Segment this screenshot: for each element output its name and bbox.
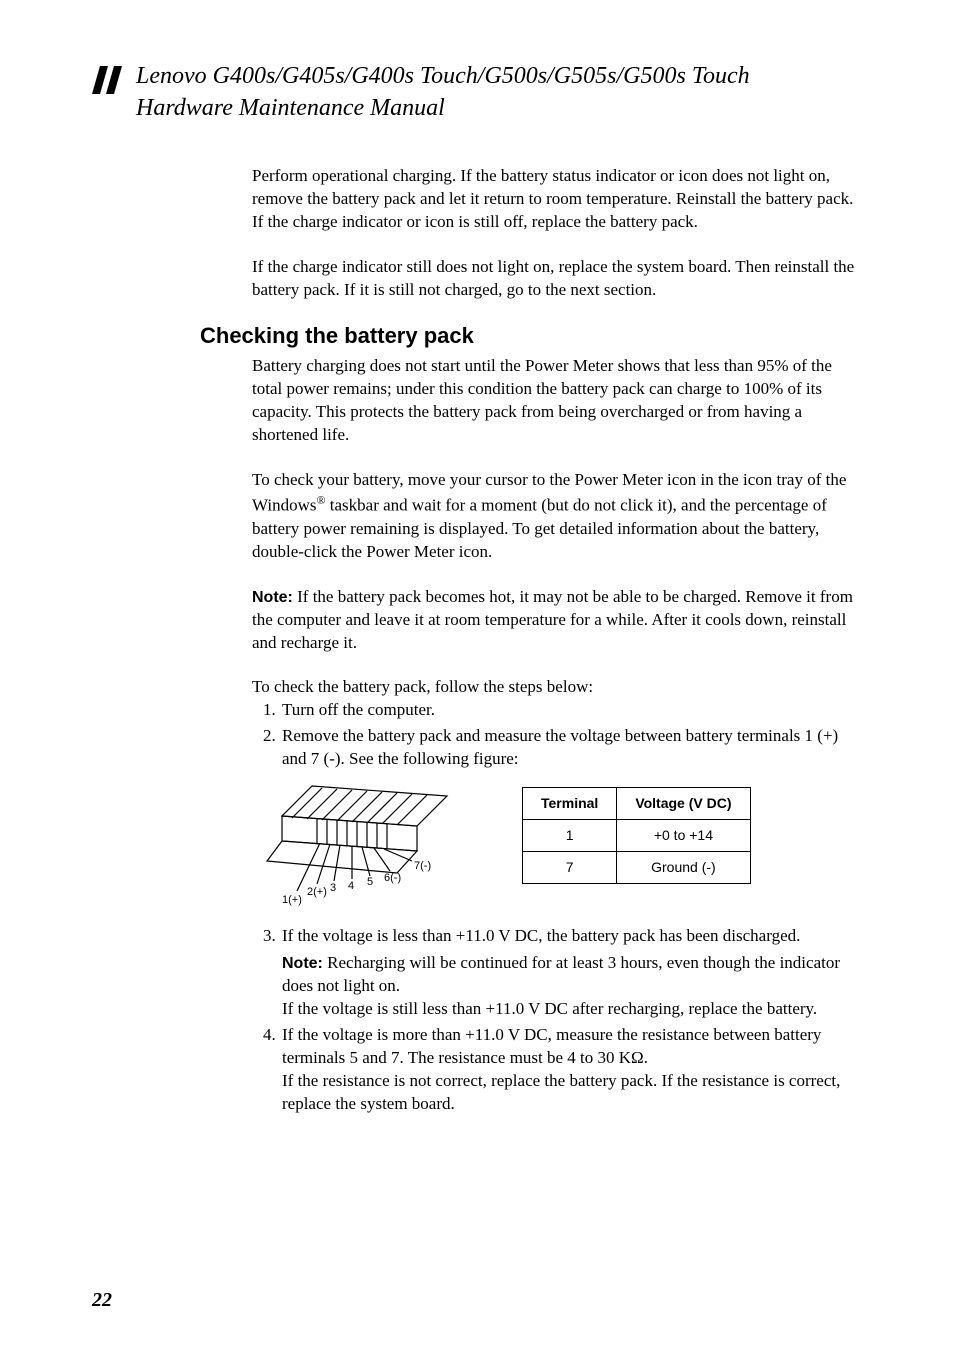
figure-row: 1(+) 2(+) 3 4 5 6(-) 7(-) Terminal Volta… <box>262 781 862 913</box>
step-3-note-body: Recharging will be continued for at leas… <box>282 953 840 995</box>
section-p2b: taskbar and wait for a moment (but do no… <box>252 496 827 561</box>
step-3a: If the voltage is less than +11.0 V DC, … <box>282 926 800 945</box>
section-heading: Checking the battery pack <box>200 323 862 349</box>
cell-voltage-1: +0 to +14 <box>617 820 750 852</box>
table-row: 1 +0 to +14 <box>523 820 751 852</box>
step-4a: If the voltage is more than +11.0 V DC, … <box>282 1025 821 1067</box>
steps-intro: To check the battery pack, follow the st… <box>252 676 862 699</box>
page-number: 22 <box>92 1289 112 1312</box>
section-para-1: Battery charging does not start until th… <box>252 355 862 447</box>
cell-terminal-1: 1 <box>523 820 617 852</box>
page-title: Lenovo G400s/G405s/G400s Touch/G500s/G50… <box>136 60 750 125</box>
fig-label-2: 2(+) <box>307 886 327 898</box>
step-3: If the voltage is less than +11.0 V DC, … <box>280 925 862 1021</box>
th-voltage: Voltage (V DC) <box>617 788 750 820</box>
cell-terminal-7: 7 <box>523 851 617 883</box>
step-4: If the voltage is more than +11.0 V DC, … <box>280 1024 862 1116</box>
note-label-2: Note: <box>282 955 323 972</box>
cell-voltage-7: Ground (-) <box>617 851 750 883</box>
note-para: Note: If the battery pack becomes hot, i… <box>252 586 862 655</box>
section-para-2: To check your battery, move your cursor … <box>252 469 862 563</box>
fig-label-5: 5 <box>367 876 373 888</box>
title-line-2: Hardware Maintenance Manual <box>136 95 445 121</box>
fig-label-4: 4 <box>348 880 354 892</box>
step-4b: If the resistance is not correct, replac… <box>282 1070 862 1116</box>
note-body: If the battery pack becomes hot, it may … <box>252 587 853 652</box>
table-row: 7 Ground (-) <box>523 851 751 883</box>
registered-symbol: ® <box>316 493 325 507</box>
step-3b: If the voltage is still less than +11.0 … <box>282 998 862 1021</box>
page-header: Lenovo G400s/G405s/G400s Touch/G500s/G50… <box>92 60 862 125</box>
step-2: Remove the battery pack and measure the … <box>280 725 862 771</box>
fig-label-7: 7(-) <box>414 860 431 872</box>
step-3-note: Note: Recharging will be continued for a… <box>282 952 862 998</box>
fig-label-3: 3 <box>330 882 336 894</box>
fig-label-1: 1(+) <box>282 894 302 906</box>
intro-para-1: Perform operational charging. If the bat… <box>252 165 862 234</box>
fig-label-6: 6(-) <box>384 872 401 884</box>
step-1: Turn off the computer. <box>280 699 862 722</box>
voltage-table: Terminal Voltage (V DC) 1 +0 to +14 7 Gr… <box>522 787 751 884</box>
intro-para-2: If the charge indicator still does not l… <box>252 256 862 302</box>
steps-list: Turn off the computer. Remove the batter… <box>252 699 862 771</box>
steps-list-cont: If the voltage is less than +11.0 V DC, … <box>252 925 862 1116</box>
th-terminal: Terminal <box>523 788 617 820</box>
battery-terminal-figure: 1(+) 2(+) 3 4 5 6(-) 7(-) <box>262 781 472 913</box>
note-label: Note: <box>252 589 293 606</box>
header-slash-icon <box>92 66 126 99</box>
table-header-row: Terminal Voltage (V DC) <box>523 788 751 820</box>
title-line-1: Lenovo G400s/G405s/G400s Touch/G500s/G50… <box>136 63 750 89</box>
